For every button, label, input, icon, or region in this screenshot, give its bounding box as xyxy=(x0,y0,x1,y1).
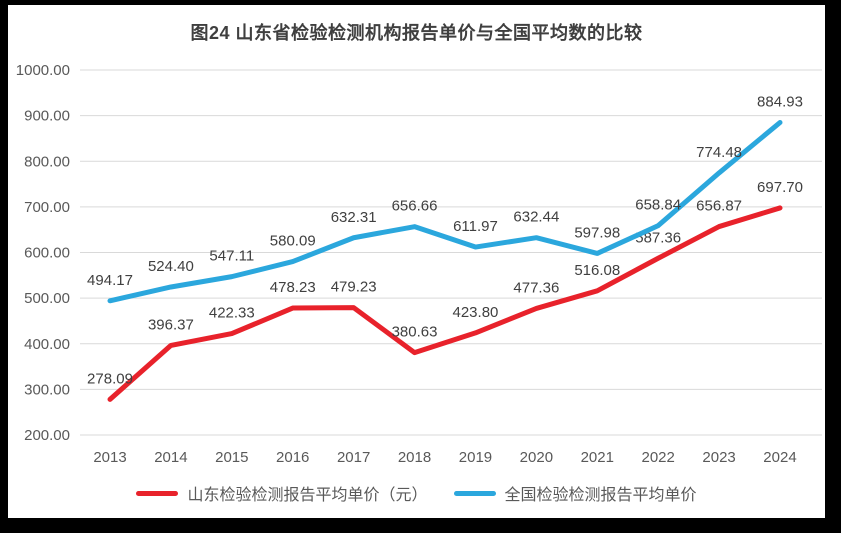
data-label: 697.70 xyxy=(757,179,803,196)
data-label: 658.84 xyxy=(635,197,681,214)
chart-card: 图24 山东省检验检测机构报告单价与全国平均数的比较 200.00 300.00 4… xyxy=(8,5,825,518)
data-label: 477.36 xyxy=(513,279,559,296)
x-axis-tick-label: 2016 xyxy=(276,449,309,466)
x-axis-tick-label: 2022 xyxy=(641,449,674,466)
y-axis-tick-label: 900.00 xyxy=(24,108,70,125)
data-label: 380.63 xyxy=(392,324,438,341)
data-label: 774.48 xyxy=(696,144,742,161)
data-label: 611.97 xyxy=(453,218,498,235)
data-label: 580.09 xyxy=(270,233,316,250)
x-axis-tick-label: 2023 xyxy=(702,449,735,466)
x-axis-tick-label: 2020 xyxy=(520,449,553,466)
data-label: 423.80 xyxy=(453,304,499,321)
x-axis-tick-label: 2013 xyxy=(93,449,126,466)
legend-item-0: 山东检验检测报告平均单价（元） xyxy=(136,481,428,505)
legend-label: 全国检验检测报告平均单价 xyxy=(504,487,697,504)
data-label: 524.40 xyxy=(148,258,194,275)
legend-swatch-icon xyxy=(453,490,496,496)
y-axis-tick-label: 400.00 xyxy=(24,336,70,353)
data-label: 478.23 xyxy=(270,279,316,296)
y-axis-tick-label: 1000.00 xyxy=(16,62,70,79)
series-line-1 xyxy=(107,120,783,304)
y-axis-tick-label: 600.00 xyxy=(24,245,70,262)
series-line-0 xyxy=(107,205,783,402)
data-label: 547.11 xyxy=(209,248,254,265)
x-axis-tick-label: 2018 xyxy=(398,449,431,466)
data-label: 632.44 xyxy=(513,209,559,226)
data-label: 479.23 xyxy=(331,279,377,296)
x-axis-tick-label: 2015 xyxy=(215,449,248,466)
y-axis-tick-label: 800.00 xyxy=(24,153,70,170)
y-axis-tick-label: 700.00 xyxy=(24,199,70,216)
y-axis-tick-label: 300.00 xyxy=(24,381,70,398)
data-label: 884.93 xyxy=(757,94,803,111)
chart-legend: 山东检验检测报告平均单价（元） 全国检验检测报告平均单价 xyxy=(8,481,825,505)
line-chart: 200.00 300.00 400.00 500.00 600.00 700.00 800.… xyxy=(16,62,822,466)
data-label: 656.66 xyxy=(392,198,438,215)
data-label: 396.37 xyxy=(148,316,194,333)
x-axis-tick-label: 2014 xyxy=(154,449,187,466)
x-axis-tick-label: 2017 xyxy=(337,449,370,466)
chart-title: 图24 山东省检验检测机构报告单价与全国平均数的比较 xyxy=(190,23,643,43)
data-label: 422.33 xyxy=(209,305,255,322)
x-axis-tick-label: 2024 xyxy=(763,449,796,466)
data-label: 597.98 xyxy=(574,224,620,241)
legend-item-1: 全国检验检测报告平均单价 xyxy=(453,481,697,505)
x-axis-tick-label: 2021 xyxy=(581,449,614,466)
data-label: 494.17 xyxy=(87,272,133,289)
data-label: 278.09 xyxy=(87,370,133,387)
legend-swatch-icon xyxy=(136,490,179,496)
y-axis-tick-label: 200.00 xyxy=(24,427,70,444)
legend-label: 山东检验检测报告平均单价（元） xyxy=(187,487,428,504)
data-label: 632.31 xyxy=(331,209,377,226)
data-label: 656.87 xyxy=(696,198,742,215)
y-axis-tick-label: 500.00 xyxy=(24,290,70,307)
data-label: 516.08 xyxy=(574,262,620,279)
x-axis-tick-label: 2019 xyxy=(459,449,492,466)
